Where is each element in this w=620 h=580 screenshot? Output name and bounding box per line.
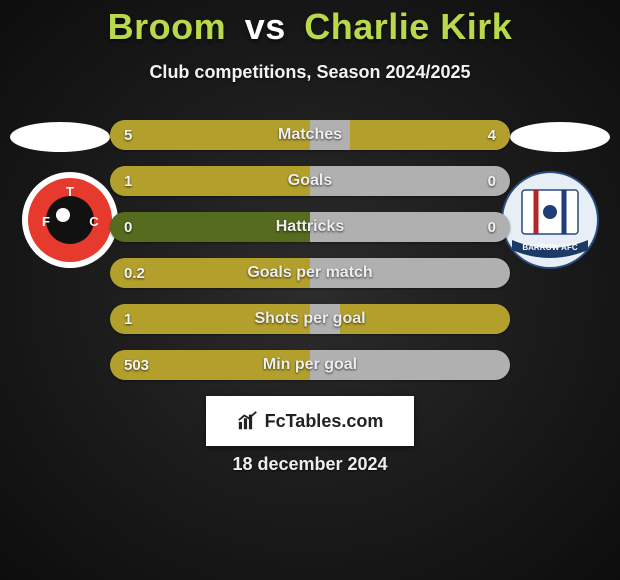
stat-value-right: 0 [488,212,496,242]
player1-avatar-slot [10,122,110,152]
stat-row: Goals per match0.2 [110,258,510,288]
stat-row: Hattricks0 0 [110,212,510,242]
stat-value-left: 0.2 [124,258,145,288]
svg-text:T: T [66,184,74,199]
stat-value-left: 0 [124,212,132,242]
watermark-text: FcTables.com [265,411,384,432]
player1-club-badge: T F C [20,170,120,270]
content-root: Broom vs Charlie Kirk Club competitions,… [0,0,620,580]
stat-label: Goals [110,166,510,196]
page-title: Broom vs Charlie Kirk [0,0,620,48]
watermark: FcTables.com [206,396,414,446]
stat-value-left: 5 [124,120,132,150]
stat-row: Matches5 4 [110,120,510,150]
stat-row: Shots per goal1 [110,304,510,334]
stat-label: Min per goal [110,350,510,380]
player1-name: Broom [108,6,227,47]
svg-text:F: F [42,214,50,229]
club-right-ribbon-text: BARROW AFC [522,243,577,252]
club-badge-left-icon: T F C [20,170,120,270]
club-badge-right-icon: BARROW AFC [500,170,600,270]
player2-club-badge: BARROW AFC [500,170,600,270]
stat-label: Matches [110,120,510,150]
svg-text:C: C [89,214,99,229]
player2-name: Charlie Kirk [304,6,512,47]
chart-icon [237,410,259,432]
stats-bars: Matches54Goals10Hattricks00Goals per mat… [110,120,510,396]
stat-value-left: 1 [124,304,132,334]
stat-value-left: 1 [124,166,132,196]
stat-row: Min per goal503 [110,350,510,380]
stat-label: Hattricks [110,212,510,242]
date: 18 december 2024 [0,454,620,475]
subtitle: Club competitions, Season 2024/2025 [0,62,620,83]
stat-label: Shots per goal [110,304,510,334]
vs-text: vs [245,6,286,47]
stat-value-right: 0 [488,166,496,196]
stat-value-left: 503 [124,350,149,380]
stat-value-right: 4 [488,120,496,150]
stat-row: Goals1 0 [110,166,510,196]
stat-label: Goals per match [110,258,510,288]
player2-avatar-slot [510,122,610,152]
